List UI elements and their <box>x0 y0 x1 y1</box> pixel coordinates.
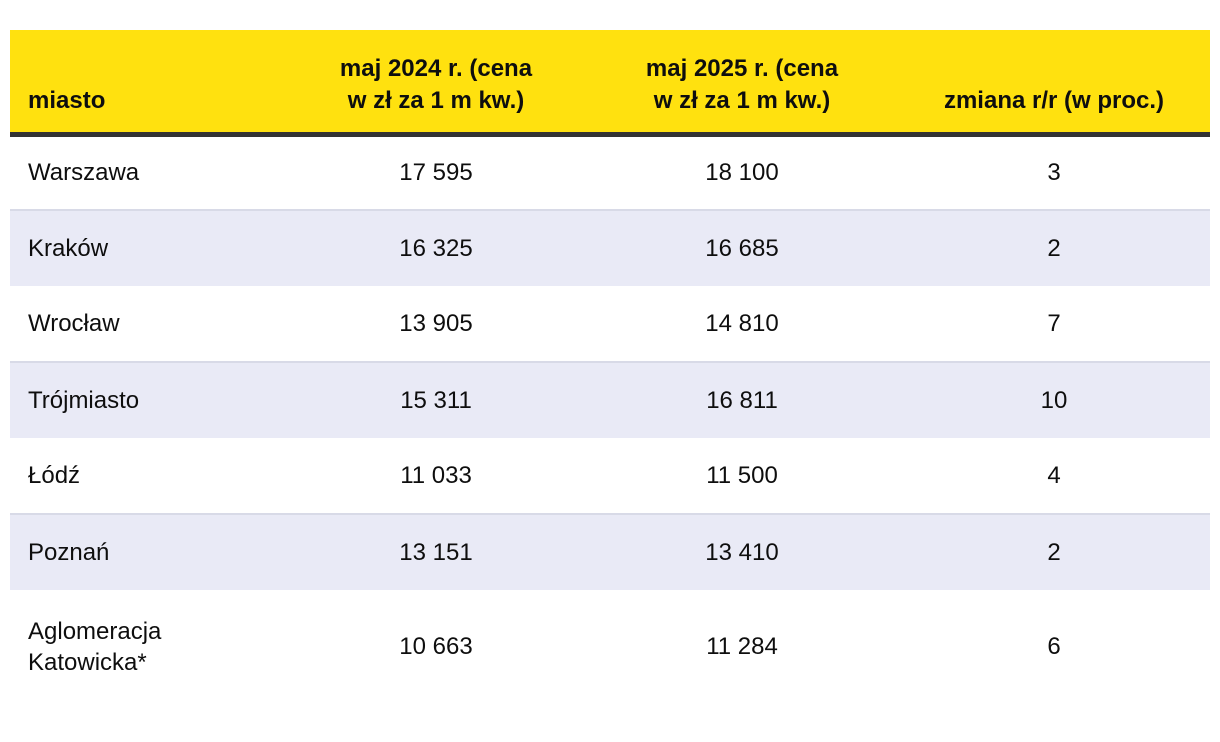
table-row-lodz: Łódź 11 033 11 500 4 <box>10 438 1210 514</box>
table-row-poznan: Poznań 13 151 13 410 2 <box>10 514 1210 590</box>
price-2025-cell: 14 810 <box>705 309 779 337</box>
column-header-maj-2024: maj 2024 r. (cena w zł za 1 m kw.) <box>286 30 586 134</box>
column-header-maj-2025: maj 2025 r. (cena w zł za 1 m kw.) <box>586 30 898 134</box>
price-2025-cell: 16 685 <box>705 234 779 262</box>
price-2024-cell: 16 325 <box>399 234 473 262</box>
change-cell: 3 <box>1047 158 1061 186</box>
city-cell: Kraków <box>28 234 109 262</box>
change-cell: 6 <box>1047 633 1061 660</box>
change-cell: 2 <box>1047 538 1061 566</box>
column-header-miasto: miasto <box>10 30 286 134</box>
table-body: Warszawa 17 595 18 100 3 Kraków 16 325 1… <box>10 134 1210 704</box>
price-table-container: miasto maj 2024 r. (cena w zł za 1 m kw.… <box>10 30 1210 704</box>
price-2025-cell: 11 500 <box>706 461 778 489</box>
price-2024-cell: 13 905 <box>399 309 473 337</box>
price-2024-cell: 13 151 <box>399 538 473 566</box>
table-header: miasto maj 2024 r. (cena w zł za 1 m kw.… <box>10 30 1210 134</box>
city-cell: Łódź <box>28 461 81 489</box>
table-row-wroclaw: Wrocław 13 905 14 810 7 <box>10 286 1210 362</box>
price-2024-cell: 11 033 <box>400 461 472 489</box>
column-header-zmiana: zmiana r/r (w proc.) <box>898 30 1210 134</box>
city-cell: Poznań <box>28 538 110 566</box>
city-cell: Warszawa <box>28 159 140 187</box>
price-2024-cell: 15 311 <box>400 386 472 414</box>
price-2025-cell: 18 100 <box>705 158 779 186</box>
price-2024-cell: 10 663 <box>399 633 473 660</box>
city-cell: Aglomeracja Katowicka* <box>28 617 162 676</box>
price-2025-cell: 11 284 <box>706 633 778 660</box>
change-cell: 2 <box>1047 234 1061 262</box>
header-row: miasto maj 2024 r. (cena w zł za 1 m kw.… <box>10 30 1210 134</box>
change-cell: 7 <box>1047 309 1061 337</box>
price-2025-cell: 16 811 <box>706 386 778 414</box>
city-cell: Trójmiasto <box>28 386 140 414</box>
city-cell: Wrocław <box>28 309 120 337</box>
table-row-trojmiasto: Trójmiasto 15 311 16 811 10 <box>10 362 1210 438</box>
table-row-aglomeracja-katowicka: Aglomeracja Katowicka* 10 663 11 284 6 <box>10 590 1210 704</box>
change-cell: 10 <box>1040 386 1068 414</box>
table-row-krakow: Kraków 16 325 16 685 2 <box>10 210 1210 286</box>
housing-price-table: miasto maj 2024 r. (cena w zł za 1 m kw.… <box>10 30 1210 704</box>
table-row-warszawa: Warszawa 17 595 18 100 3 <box>10 134 1210 210</box>
price-2025-cell: 13 410 <box>705 538 779 566</box>
change-cell: 4 <box>1047 461 1061 489</box>
price-2024-cell: 17 595 <box>399 158 473 186</box>
